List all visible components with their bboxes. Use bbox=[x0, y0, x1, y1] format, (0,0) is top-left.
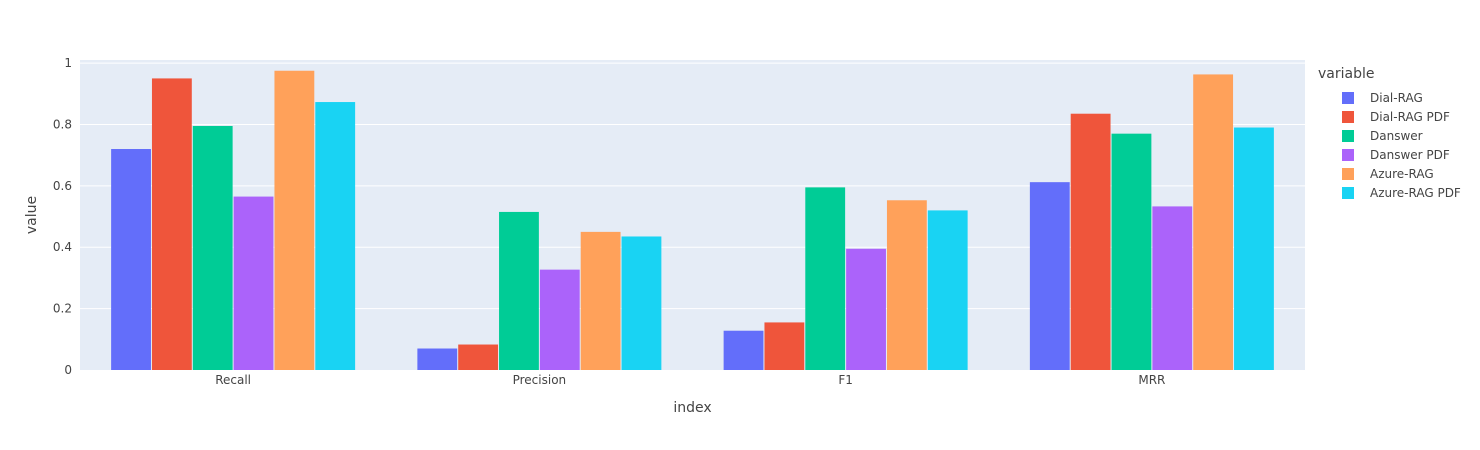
bar-dial-rag-mrr[interactable] bbox=[1029, 182, 1070, 370]
legend-item[interactable]: Danswer bbox=[1342, 129, 1423, 143]
bar-azure-rag-pdf-mrr[interactable] bbox=[1234, 127, 1274, 370]
bar-danswer-f1[interactable] bbox=[805, 187, 846, 370]
bar-dial-rag-precision[interactable] bbox=[417, 348, 458, 370]
bar-danswer-pdf-f1[interactable] bbox=[846, 248, 886, 370]
legend-swatch bbox=[1342, 168, 1354, 180]
legend-label: Azure-RAG PDF bbox=[1370, 186, 1461, 200]
legend-item[interactable]: Azure-RAG bbox=[1342, 167, 1434, 181]
legend-swatch bbox=[1342, 187, 1354, 199]
y-tick-label: 0.6 bbox=[53, 179, 72, 193]
bar-danswer-mrr[interactable] bbox=[1111, 133, 1152, 370]
legend-label: Dial-RAG PDF bbox=[1370, 110, 1450, 124]
legend-item[interactable]: Danswer PDF bbox=[1342, 148, 1450, 162]
bar-azure-rag-f1[interactable] bbox=[886, 200, 927, 370]
x-axis-ticks: Recall Precision F1 MRR bbox=[215, 373, 1165, 387]
x-axis-title: index bbox=[673, 400, 711, 416]
bar-dial-rag-f1[interactable] bbox=[723, 330, 764, 370]
bar-dial-rag-recall[interactable] bbox=[111, 149, 151, 370]
bar-danswer-pdf-precision[interactable] bbox=[539, 269, 580, 370]
legend-swatch bbox=[1342, 92, 1354, 104]
bar-dial-rag-pdf-mrr[interactable] bbox=[1070, 113, 1111, 371]
bar-dial-rag-pdf-precision[interactable] bbox=[458, 344, 499, 370]
legend[interactable]: variable Dial-RAG Dial-RAG PDF Danswer Dans… bbox=[1318, 66, 1461, 200]
bar-dial-rag-pdf-recall[interactable] bbox=[151, 78, 192, 371]
y-axis-ticks: 0 0.2 0.4 0.6 0.8 1 bbox=[53, 56, 72, 377]
legend-swatch bbox=[1342, 130, 1354, 142]
x-tick-label: Recall bbox=[215, 373, 251, 387]
bar-azure-rag-pdf-f1[interactable] bbox=[927, 210, 968, 370]
legend-item[interactable]: Dial-RAG bbox=[1342, 91, 1423, 105]
y-tick-label: 0 bbox=[64, 363, 72, 377]
y-axis-title: value bbox=[24, 196, 40, 234]
legend-item[interactable]: Dial-RAG PDF bbox=[1342, 110, 1450, 124]
bar-danswer-recall[interactable] bbox=[192, 125, 233, 370]
legend-label: Danswer bbox=[1370, 129, 1423, 143]
y-tick-label: 0.2 bbox=[53, 302, 72, 316]
legend-label: Dial-RAG bbox=[1370, 91, 1423, 105]
bar-azure-rag-pdf-recall[interactable] bbox=[315, 102, 356, 371]
y-tick-label: 0.8 bbox=[53, 117, 72, 131]
y-tick-label: 1 bbox=[64, 56, 72, 70]
bar-dial-rag-pdf-f1[interactable] bbox=[764, 322, 805, 370]
x-tick-label: F1 bbox=[838, 373, 853, 387]
x-tick-label: MRR bbox=[1138, 373, 1165, 387]
bars bbox=[111, 70, 1274, 371]
legend-label: Danswer PDF bbox=[1370, 148, 1450, 162]
legend-title: variable bbox=[1318, 66, 1374, 82]
y-tick-label: 0.4 bbox=[53, 240, 72, 254]
legend-swatch bbox=[1342, 111, 1354, 123]
bar-azure-rag-pdf-precision[interactable] bbox=[621, 236, 662, 370]
bar-danswer-pdf-recall[interactable] bbox=[233, 196, 274, 370]
legend-swatch bbox=[1342, 149, 1354, 161]
bar-danswer-pdf-mrr[interactable] bbox=[1152, 206, 1193, 370]
legend-item[interactable]: Azure-RAG PDF bbox=[1342, 186, 1461, 200]
bar-azure-rag-precision[interactable] bbox=[580, 231, 621, 370]
bar-azure-rag-recall[interactable] bbox=[274, 70, 315, 370]
bar-azure-rag-mrr[interactable] bbox=[1193, 74, 1234, 370]
x-tick-label: Precision bbox=[513, 373, 567, 387]
bar-danswer-precision[interactable] bbox=[499, 211, 539, 370]
legend-label: Azure-RAG bbox=[1370, 167, 1434, 181]
